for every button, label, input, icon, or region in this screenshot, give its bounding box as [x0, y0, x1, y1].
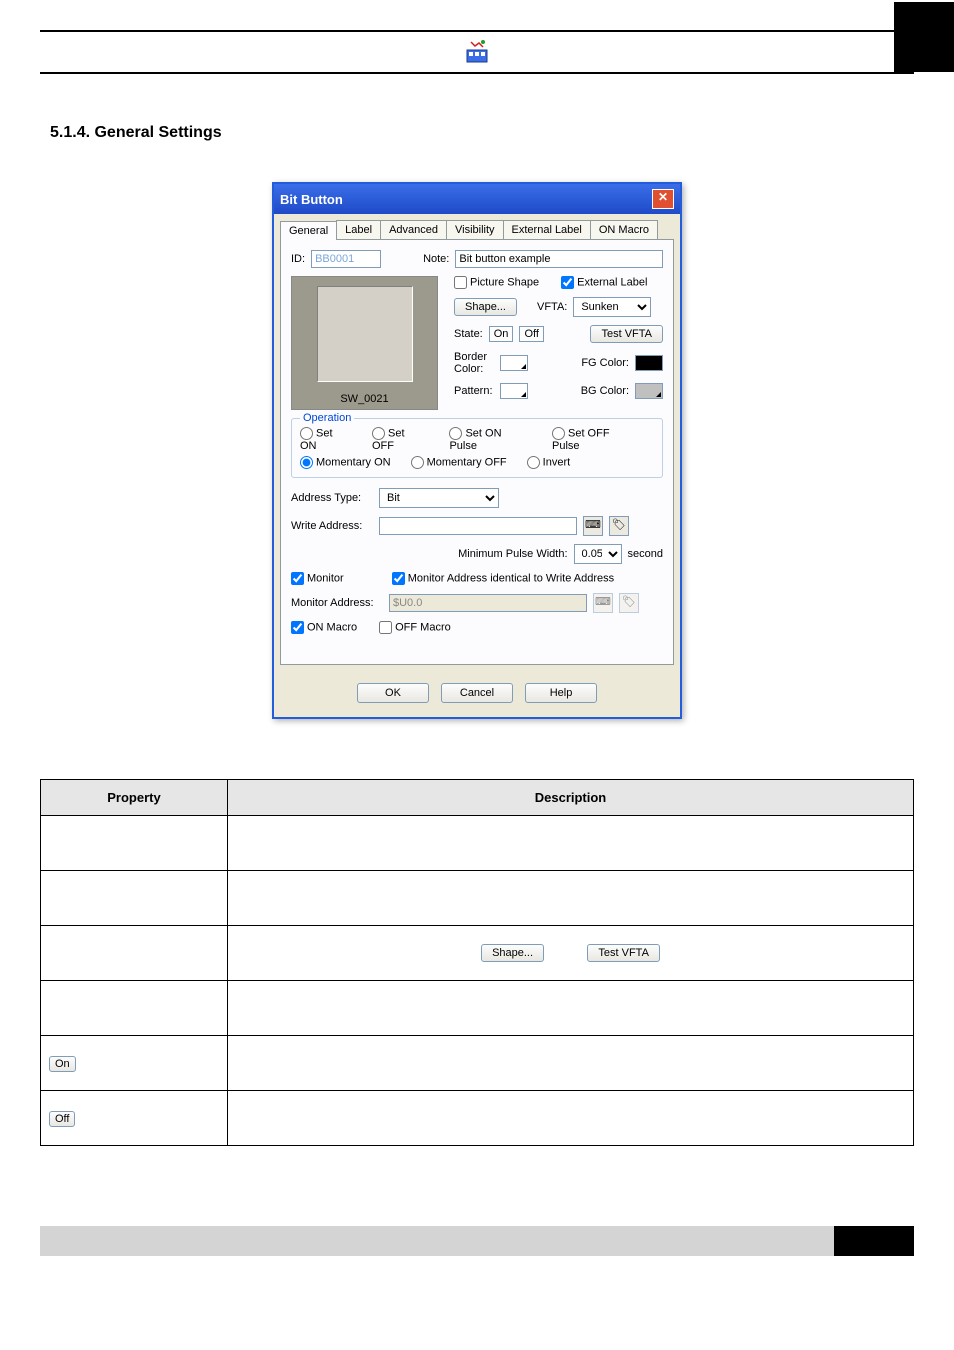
note-field[interactable]: [455, 250, 663, 268]
shape-preview: SW_0021: [291, 276, 438, 410]
dialog-buttons: OK Cancel Help: [274, 671, 680, 717]
bg-color-label: BG Color:: [581, 385, 629, 397]
tab-general[interactable]: General: [280, 221, 337, 240]
border-color-picker[interactable]: [500, 355, 528, 371]
cancel-button[interactable]: Cancel: [441, 683, 513, 703]
help-button[interactable]: Help: [525, 683, 597, 703]
property-table: Property Description Shape... Test VFTA …: [40, 779, 914, 1146]
off-button-ref: Off: [49, 1111, 75, 1127]
write-address-label: Write Address:: [291, 520, 373, 532]
on-button-ref: On: [49, 1056, 76, 1072]
close-icon[interactable]: ✕: [652, 189, 674, 209]
op-momentary-off[interactable]: Momentary OFF: [411, 456, 507, 469]
op-set-on-pulse[interactable]: Set ON Pulse: [449, 427, 532, 452]
shape-button-ref: Shape...: [481, 944, 544, 962]
fg-color-label: FG Color:: [581, 357, 629, 369]
vfta-label: VFTA:: [537, 301, 567, 313]
dialog-titlebar[interactable]: Bit Button ✕: [274, 184, 680, 214]
shape-preview-label: SW_0021: [340, 391, 388, 409]
fg-color-picker[interactable]: [635, 355, 663, 371]
tab-visibility[interactable]: Visibility: [446, 220, 504, 239]
monitor-address-label: Monitor Address:: [291, 597, 383, 609]
op-invert[interactable]: Invert: [527, 456, 571, 469]
shape-options: Picture Shape External Label Shape... VF…: [444, 276, 663, 407]
on-macro-checkbox[interactable]: ON Macro: [291, 621, 357, 634]
dialog-tabs: General Label Advanced Visibility Extern…: [274, 214, 680, 239]
operation-fieldset: Operation Set ON Set OFF Set ON Pulse Se…: [291, 418, 663, 478]
state-off-toggle[interactable]: Off: [519, 326, 543, 342]
page-header: [40, 30, 914, 74]
keypad-icon[interactable]: ⌨: [583, 516, 603, 536]
note-label: Note:: [423, 253, 449, 265]
keypad-icon-disabled: ⌨: [593, 593, 613, 613]
off-macro-checkbox[interactable]: OFF Macro: [379, 621, 451, 634]
table-row: [41, 871, 914, 926]
op-set-off-pulse[interactable]: Set OFF Pulse: [552, 427, 640, 452]
app-icon: [465, 40, 489, 70]
monitor-identical-checkbox[interactable]: Monitor Address identical to Write Addre…: [392, 572, 614, 585]
th-property: Property: [41, 780, 228, 816]
second-label: second: [628, 548, 663, 560]
min-pulse-label: Minimum Pulse Width:: [458, 548, 567, 560]
header-black-box: [894, 2, 954, 72]
tab-body-general: ID: Note: SW_0021 Picture Shape External…: [280, 239, 674, 665]
shape-button[interactable]: Shape...: [454, 298, 517, 316]
state-on-toggle[interactable]: On: [489, 326, 514, 342]
test-vfta-ref: Test VFTA: [587, 944, 660, 962]
tab-label[interactable]: Label: [336, 220, 381, 239]
border-color-label: Border Color:: [454, 351, 494, 375]
vfta-select[interactable]: Sunken: [573, 297, 651, 317]
dialog-title: Bit Button: [280, 192, 343, 207]
page-footer: [40, 1226, 914, 1256]
bit-button-dialog: Bit Button ✕ General Label Advanced Visi…: [272, 182, 682, 719]
monitor-address-field: [389, 594, 587, 612]
ok-button[interactable]: OK: [357, 683, 429, 703]
min-pulse-select[interactable]: 0.05: [574, 544, 622, 564]
write-address-field[interactable]: [379, 517, 577, 535]
table-row: Off: [41, 1091, 914, 1146]
id-label: ID:: [291, 253, 305, 265]
table-row: On: [41, 1036, 914, 1091]
footer-black-box: [834, 1226, 914, 1256]
pattern-label: Pattern:: [454, 385, 494, 397]
address-type-label: Address Type:: [291, 492, 373, 504]
shape-preview-inner: [317, 286, 413, 382]
op-set-on[interactable]: Set ON: [300, 427, 352, 452]
table-row: [41, 981, 914, 1036]
bg-color-picker[interactable]: [635, 383, 663, 399]
test-vfta-button[interactable]: Test VFTA: [590, 325, 663, 343]
section-heading: 5.1.4. General Settings: [50, 124, 914, 142]
address-type-select[interactable]: Bit: [379, 488, 499, 508]
op-set-off[interactable]: Set OFF: [372, 427, 429, 452]
state-label: State:: [454, 328, 483, 340]
external-label-checkbox[interactable]: External Label: [561, 276, 647, 289]
pattern-picker[interactable]: [500, 383, 528, 399]
page-root: 5.1.4. General Settings Bit Button ✕ Gen…: [0, 0, 954, 1286]
tab-external-label[interactable]: External Label: [503, 220, 591, 239]
tag-icon-disabled: 🏷: [619, 593, 639, 613]
table-row: [41, 816, 914, 871]
op-momentary-on[interactable]: Momentary ON: [300, 456, 391, 469]
tag-icon[interactable]: 🏷: [609, 516, 629, 536]
tab-on-macro[interactable]: ON Macro: [590, 220, 658, 239]
monitor-checkbox[interactable]: Monitor: [291, 572, 344, 585]
tab-advanced[interactable]: Advanced: [380, 220, 447, 239]
picture-shape-checkbox[interactable]: Picture Shape: [454, 276, 539, 289]
table-row: Shape... Test VFTA: [41, 926, 914, 981]
id-field: [311, 250, 381, 268]
operation-legend: Operation: [300, 412, 354, 424]
table-header-row: Property Description: [41, 780, 914, 816]
th-description: Description: [228, 780, 914, 816]
